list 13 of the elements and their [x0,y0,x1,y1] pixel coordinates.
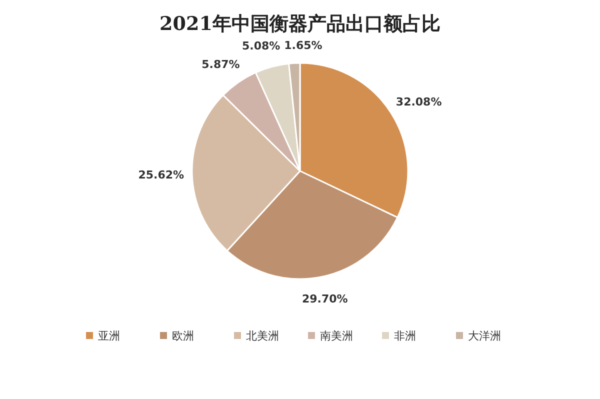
legend-label: 大洋洲 [468,330,501,342]
legend-label: 南美洲 [320,330,353,342]
data-label: 5.87% [202,58,240,72]
data-label: 32.08% [396,96,442,109]
data-label: 1.65% [284,39,322,52]
legend-label: 非洲 [394,330,416,342]
legend-label: 亚洲 [98,330,120,342]
data-label: 29.70% [302,292,348,306]
legend-label: 欧洲 [172,330,194,342]
legend-label: 北美洲 [246,330,279,342]
data-label: 25.62% [138,168,184,182]
data-label: 5.08% [242,39,280,52]
chart-title: 2021年中国衡器产品出口额占比 [160,13,440,35]
